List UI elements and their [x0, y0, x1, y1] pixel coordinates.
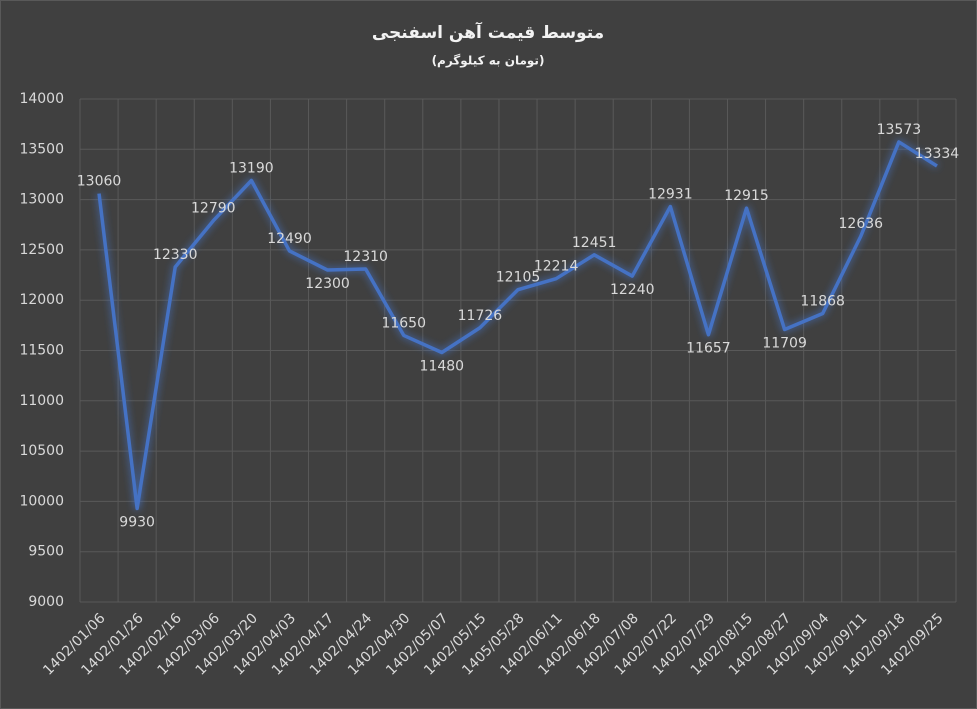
data-label: 12300 — [305, 276, 350, 292]
y-tick-label: 13000 — [19, 192, 64, 208]
data-label: 13060 — [77, 174, 122, 190]
data-label: 12490 — [267, 231, 312, 247]
data-label: 12310 — [343, 249, 388, 265]
data-label: 12330 — [153, 247, 198, 263]
data-label: 12915 — [724, 188, 769, 204]
data-label: 11868 — [800, 293, 845, 309]
y-tick-label: 9500 — [28, 544, 64, 560]
y-tick-label: 10000 — [19, 493, 64, 509]
data-label: 13334 — [915, 146, 960, 162]
y-tick-label: 11000 — [19, 393, 64, 409]
y-tick-label: 12500 — [19, 242, 64, 258]
y-tick-label: 10500 — [19, 443, 64, 459]
data-label: 9930 — [119, 514, 155, 530]
data-label: 11709 — [762, 335, 807, 351]
chart-title: متوسط قیمت آهن اسفنجی — [372, 21, 604, 43]
y-tick-label: 13500 — [19, 141, 64, 157]
y-tick-label: 9000 — [28, 594, 64, 610]
data-label: 13190 — [229, 160, 274, 176]
data-label: 11726 — [458, 308, 503, 324]
data-label: 12105 — [496, 270, 541, 286]
data-label: 11480 — [420, 359, 465, 375]
data-label: 12214 — [534, 259, 579, 275]
y-tick-label: 14000 — [19, 91, 64, 107]
data-label: 12451 — [572, 235, 617, 251]
data-line — [97, 140, 938, 511]
data-label: 13573 — [877, 122, 922, 138]
data-label: 12636 — [839, 216, 884, 232]
data-label: 11650 — [381, 315, 426, 331]
data-label: 12240 — [610, 282, 655, 298]
y-tick-label: 11500 — [19, 343, 64, 359]
data-label: 12790 — [191, 201, 236, 217]
y-tick-label: 12000 — [19, 292, 64, 308]
data-label: 12931 — [648, 187, 693, 203]
chart-subtitle: (تومان به کیلوگرم) — [432, 54, 545, 69]
data-label: 11657 — [686, 341, 731, 357]
